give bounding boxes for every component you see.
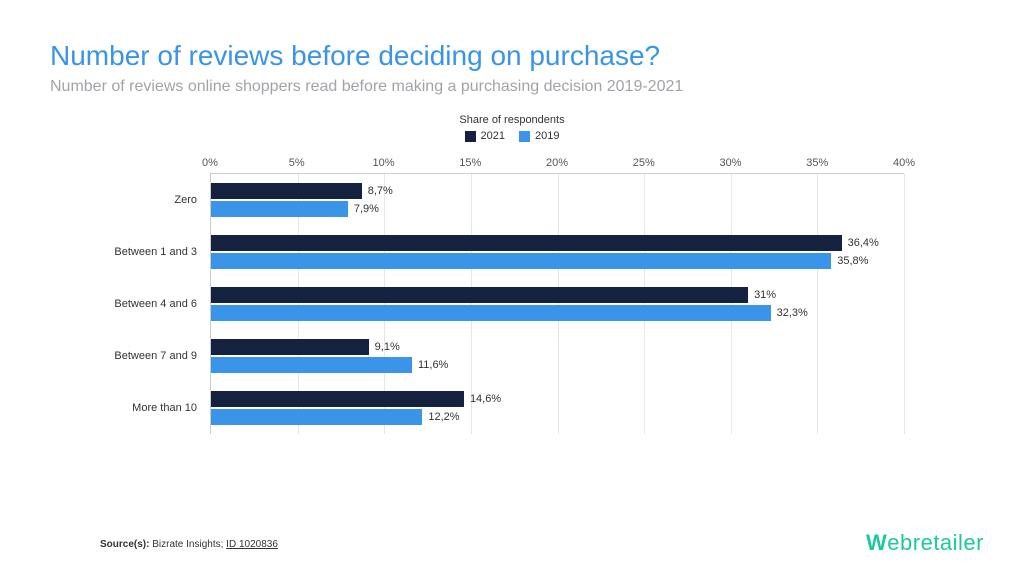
y-label: Between 1 and 3 [114,246,211,258]
y-label: Zero [174,194,211,206]
bar-value-label: 36,4% [842,237,879,249]
chart-row: Between 7 and 99,1%11,6% [211,330,904,382]
legend-swatch [519,131,530,142]
legend-swatch [465,131,476,142]
x-tick: 35% [806,157,828,169]
legend-label: 2021 [481,130,505,142]
bar-value-label: 8,7% [362,185,393,197]
webretailer-logo: Webretailer [866,530,984,556]
y-label: Between 4 and 6 [114,298,211,310]
x-tick: 5% [289,157,305,169]
chart-row: Between 4 and 631%32,3% [211,278,904,330]
bar-value-label: 7,9% [348,203,379,215]
legend-item: 2019 [519,130,559,142]
x-tick: 25% [633,157,655,169]
bar: 8,7% [211,183,362,199]
bar: 7,9% [211,201,348,217]
x-tick: 15% [459,157,481,169]
x-tick: 40% [893,157,915,169]
bar-value-label: 12,2% [422,411,459,423]
source-id: ID 1020836 [226,539,278,550]
x-tick: 0% [202,157,218,169]
source-text: Bizrate Insights; [152,539,223,550]
chart-row: Zero8,7%7,9% [211,174,904,226]
chart-row: Between 1 and 336,4%35,8% [211,226,904,278]
bar: 35,8% [211,253,831,269]
source-prefix: Source(s): [100,539,149,550]
legend: Share of respondents 2021 2019 [50,114,974,150]
source-citation: Source(s): Bizrate Insights; ID 1020836 [100,539,278,550]
y-label: More than 10 [132,402,211,414]
bar: 31% [211,287,748,303]
x-axis: 0%5%10%15%20%25%30%35%40% [210,154,904,174]
bar-value-label: 31% [748,289,776,301]
chart-subtitle: Number of reviews online shoppers read b… [50,78,974,96]
gridline [904,174,905,434]
x-tick: 30% [719,157,741,169]
chart-row: More than 1014,6%12,2% [211,382,904,434]
bar-value-label: 11,6% [412,359,448,371]
bar: 32,3% [211,305,771,321]
bar-value-label: 9,1% [369,341,400,353]
chart-title: Number of reviews before deciding on pur… [50,40,974,72]
bar: 14,6% [211,391,464,407]
bar: 36,4% [211,235,842,251]
bar: 11,6% [211,357,412,373]
bar: 12,2% [211,409,422,425]
plot-area: Zero8,7%7,9%Between 1 and 336,4%35,8%Bet… [210,174,904,434]
bar-value-label: 14,6% [464,393,501,405]
chart-area: 0%5%10%15%20%25%30%35%40% Zero8,7%7,9%Be… [210,154,904,434]
bar: 9,1% [211,339,369,355]
bar-value-label: 32,3% [771,307,808,319]
y-label: Between 7 and 9 [114,350,211,362]
bar-value-label: 35,8% [831,255,868,267]
legend-item: 2021 [465,130,505,142]
x-tick: 10% [372,157,394,169]
x-tick: 20% [546,157,568,169]
legend-label: 2019 [535,130,559,142]
legend-title: Share of respondents [50,114,974,126]
